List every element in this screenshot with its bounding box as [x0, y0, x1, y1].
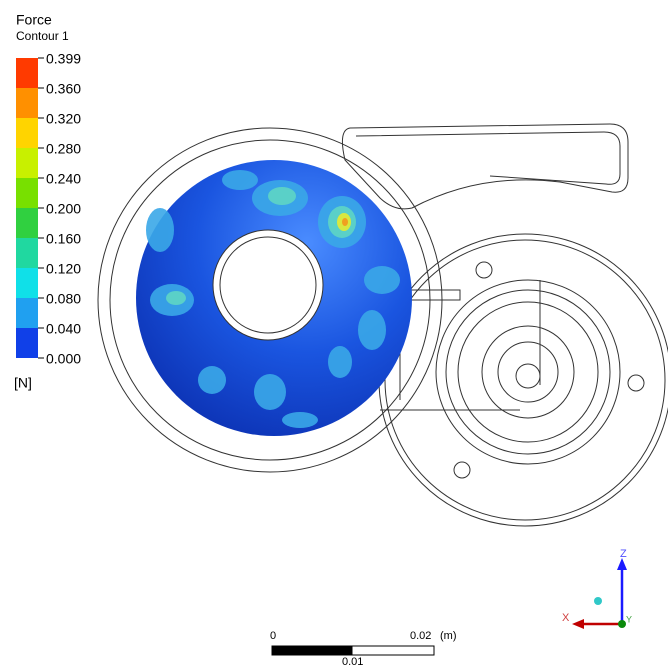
- axis-x-head: [572, 619, 584, 629]
- scale-end: 0.02: [410, 630, 431, 642]
- bolt-hole: [476, 262, 492, 278]
- patch: [146, 208, 174, 252]
- scale-middle: 0.01: [342, 656, 363, 668]
- bearing-ring: [446, 290, 610, 454]
- patch: [222, 170, 258, 190]
- legend-label: 0.280: [46, 141, 81, 157]
- color-band: [16, 238, 38, 268]
- scale-bar-white: [352, 646, 434, 655]
- color-band: [16, 268, 38, 298]
- scale-unit: (m): [440, 630, 457, 642]
- legend-label: 0.160: [46, 231, 81, 247]
- scale-bar-black: [272, 646, 352, 655]
- axis-y-label: Y: [626, 614, 632, 624]
- bearing-ring: [458, 302, 598, 442]
- bearing-ring: [498, 342, 558, 402]
- bolt-hole: [454, 462, 470, 478]
- patch: [254, 374, 286, 410]
- legend-unit: [N]: [14, 375, 32, 391]
- color-band: [16, 178, 38, 208]
- view-ball: [594, 597, 602, 605]
- scale-start: 0: [270, 630, 276, 642]
- legend-label: 0.240: [46, 171, 81, 187]
- color-band: [16, 58, 38, 88]
- bearing-ring: [436, 280, 620, 464]
- patch: [364, 266, 400, 294]
- patch: [328, 346, 352, 378]
- legend-label: 0.000: [46, 351, 81, 367]
- legend-subtitle: Contour 1: [16, 29, 69, 43]
- hot-spot-core: [342, 218, 348, 226]
- top-duct: [342, 124, 628, 209]
- viewport: Force Contour 1 0.399 0.360 0.320 0.280 0.24…: [0, 0, 668, 668]
- axis-y: [618, 620, 626, 628]
- axis-z-label: Z: [620, 548, 627, 560]
- legend-label: 0.120: [46, 261, 81, 277]
- patch: [358, 310, 386, 350]
- patch: [166, 291, 186, 305]
- patch: [268, 187, 296, 205]
- bearing-ring: [482, 326, 574, 418]
- contour-surface: [136, 160, 412, 436]
- legend-label: 0.320: [46, 111, 81, 127]
- legend-label: 0.200: [46, 201, 81, 217]
- legend-label: 0.040: [46, 321, 81, 337]
- legend-labels: 0.399 0.360 0.320 0.280 0.240 0.200 0.160 0.120…: [38, 51, 81, 367]
- color-band: [16, 298, 38, 328]
- shaft: [516, 364, 540, 388]
- color-band: [16, 208, 38, 238]
- legend-label: 0.080: [46, 291, 81, 307]
- legend-label: 0.399: [46, 51, 81, 67]
- legend-title: Force: [16, 12, 52, 28]
- patch: [282, 412, 318, 428]
- color-band: [16, 88, 38, 118]
- bolt-hole: [628, 375, 644, 391]
- color-band: [16, 148, 38, 178]
- legend-label: 0.360: [46, 81, 81, 97]
- color-bar: [16, 58, 38, 358]
- right-housing-inner: [385, 240, 665, 520]
- axis-x-label: X: [562, 612, 570, 624]
- color-band: [16, 118, 38, 148]
- color-band: [16, 328, 38, 358]
- patch: [198, 366, 226, 394]
- top-duct-inner: [356, 132, 620, 184]
